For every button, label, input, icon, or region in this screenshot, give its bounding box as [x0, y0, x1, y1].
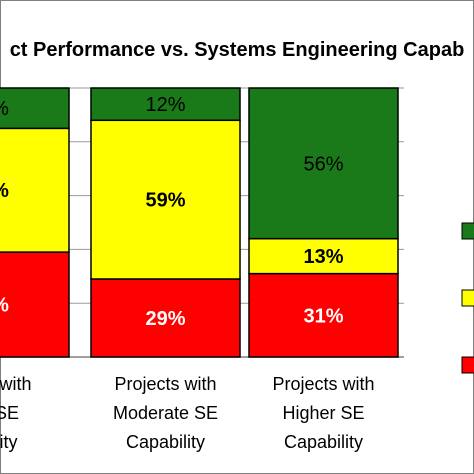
bar-segment — [248, 272, 399, 358]
category-label: ability — [0, 432, 18, 452]
bar-segment — [0, 127, 70, 253]
legend-swatch — [461, 289, 474, 307]
data-label: 5% — [0, 98, 9, 120]
bar-segment — [248, 87, 399, 240]
category-label: Projects with — [114, 374, 216, 394]
data-label: 56% — [303, 153, 343, 175]
category-label: Capability — [126, 432, 205, 452]
bar-segment — [90, 87, 241, 122]
data-label: 9% — [0, 295, 9, 317]
data-label: 29% — [145, 308, 185, 330]
plot-area: 9% 5% 5% jects with ier SE ability 29% 59% 12% Pr… — [0, 87, 404, 452]
data-label: 12% — [145, 94, 185, 116]
category-label: ier SE — [0, 403, 19, 423]
category-label: jects with — [0, 374, 32, 394]
category-label: Projects with — [272, 374, 374, 394]
data-label: 13% — [303, 246, 343, 268]
bar-segment — [90, 278, 241, 358]
data-label: 59% — [145, 190, 185, 212]
data-label: 5% — [0, 180, 9, 202]
category-label: Moderate SE — [113, 403, 218, 423]
category-label: Higher SE — [282, 403, 364, 423]
bar-segment — [0, 87, 70, 130]
category-label: Capability — [284, 432, 363, 452]
legend — [461, 222, 474, 374]
legend-swatch — [461, 222, 474, 240]
chart-title: ct Performance vs. Systems Engineering C… — [10, 39, 465, 61]
bar-segment — [0, 251, 70, 358]
data-label: 31% — [303, 305, 343, 327]
legend-swatch — [461, 356, 474, 374]
bar-segment — [90, 119, 241, 280]
